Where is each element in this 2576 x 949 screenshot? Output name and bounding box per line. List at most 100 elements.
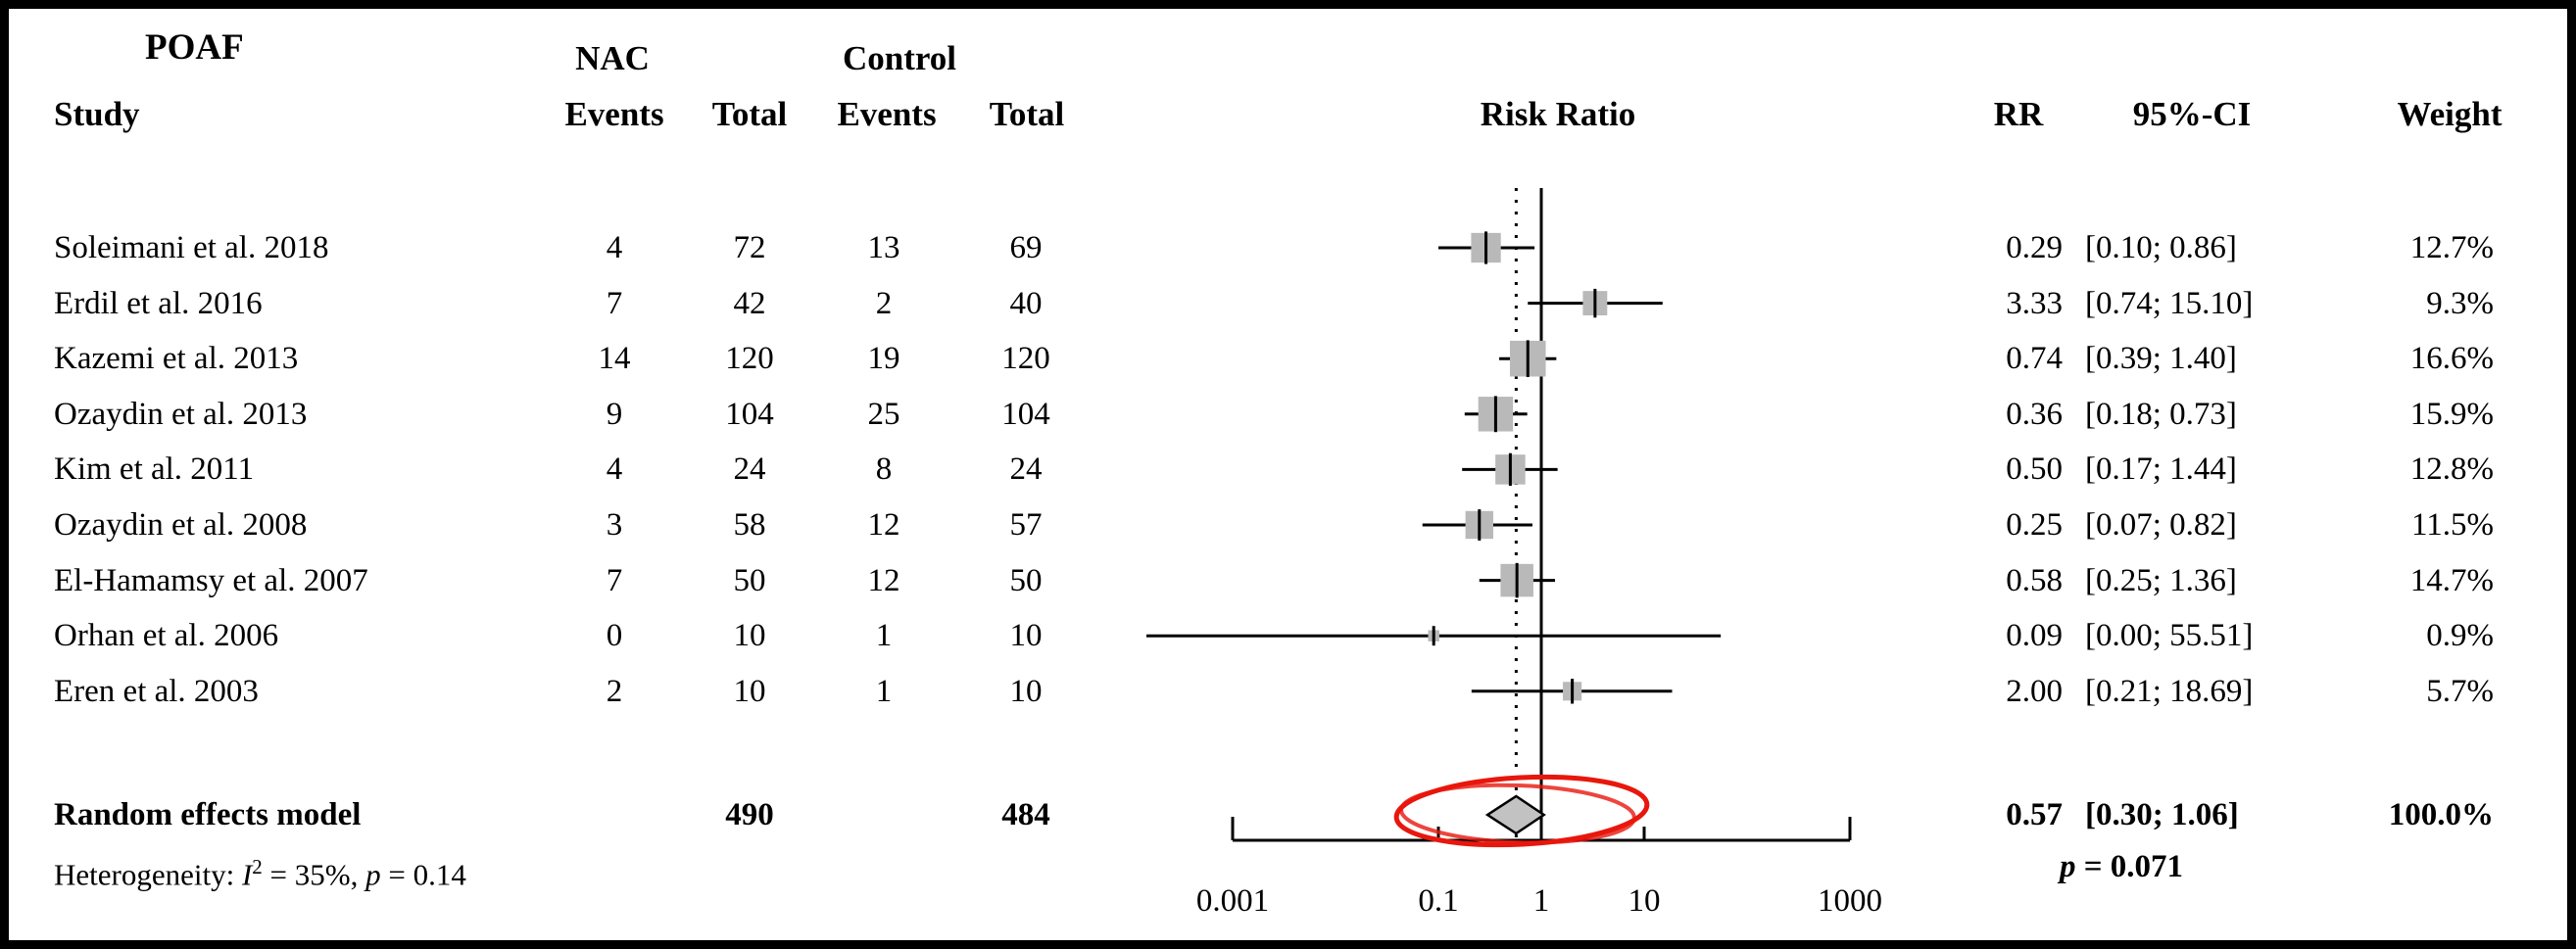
summary-diamond — [1484, 794, 1546, 835]
col-header-events-1: Events — [564, 95, 664, 133]
study-name: El-Hamamsy et al. 2007 — [54, 562, 368, 598]
nac-events: 9 — [606, 396, 623, 432]
summary-row: Random effects model 490 484 0.57 [0.30;… — [0, 787, 2576, 842]
col-header-study: Study — [54, 95, 140, 133]
study-name: Ozaydin et al. 2013 — [54, 396, 308, 432]
x-axis-label: 1000 — [1818, 883, 1882, 919]
col-header-ci: 95%-CI — [2132, 95, 2252, 133]
het-i2-sup: 2 — [252, 855, 263, 878]
col-header-weight: Weight — [2397, 95, 2503, 133]
summary-rr-value: 0.57 — [2006, 797, 2063, 832]
p-label: p — [2059, 849, 2076, 884]
control-total: 50 — [1009, 562, 1043, 598]
nac-total: 104 — [725, 396, 774, 432]
nac-events: 7 — [606, 285, 623, 321]
x-axis-label: 0.1 — [1418, 883, 1459, 919]
summary-nac-total: 490 — [725, 797, 774, 832]
study-name: Ozaydin et al. 2008 — [54, 507, 308, 543]
nac-events: 4 — [606, 451, 623, 488]
study-row: Kazemi et al. 2013 14 120 19 120 0.74 [0… — [0, 331, 2576, 386]
het-i2: I — [241, 857, 253, 892]
het-prefix: Heterogeneity: — [54, 857, 242, 892]
nac-total: 10 — [733, 618, 766, 654]
study-row: Ozaydin et al. 2008 3 58 12 57 0.25 [0.0… — [0, 498, 2576, 552]
rr-value: 0.29 — [2006, 230, 2063, 265]
study-name: Erdil et al. 2016 — [54, 285, 263, 321]
study-row: Soleimani et al. 2018 4 72 13 69 0.29 [0… — [0, 220, 2576, 275]
study-name: Kazemi et al. 2013 — [54, 341, 299, 377]
p-value: = 0.071 — [2075, 849, 2184, 884]
weight-value: 14.7% — [2409, 562, 2494, 598]
control-total: 57 — [1009, 507, 1043, 543]
group1-header: NAC — [575, 39, 650, 77]
study-row: Orhan et al. 2006 0 10 1 10 0.09 [0.00; … — [0, 608, 2576, 663]
study-name: Eren et al. 2003 — [54, 673, 259, 709]
study-name: Soleimani et al. 2018 — [54, 230, 329, 265]
col-header-total-1: Total — [711, 95, 788, 133]
summary-label: Random effects model — [54, 797, 362, 832]
nac-total: 50 — [733, 562, 766, 598]
control-total: 10 — [1009, 673, 1043, 709]
study-row: Kim et al. 2011 4 24 8 24 0.50 [0.17; 1.… — [0, 442, 2576, 497]
study-row: Erdil et al. 2016 7 42 2 40 3.33 [0.74; … — [0, 276, 2576, 331]
x-axis-label: 0.001 — [1195, 883, 1270, 919]
het-mid: = 35%, — [262, 857, 366, 892]
ci-value: [0.74; 15.10] — [2085, 285, 2254, 321]
weight-value: 9.3% — [2426, 285, 2494, 321]
control-events: 8 — [875, 451, 893, 488]
control-events: 2 — [875, 285, 893, 321]
x-axis-label: 1 — [1532, 883, 1550, 919]
rr-value: 3.33 — [2006, 285, 2063, 321]
nac-total: 42 — [733, 285, 766, 321]
pooled-p-value: p = 0.071 — [1999, 843, 2244, 890]
control-total: 120 — [1001, 341, 1050, 377]
summary-control-total: 484 — [1001, 797, 1050, 832]
control-events: 12 — [867, 507, 900, 543]
study-row: Ozaydin et al. 2013 9 104 25 104 0.36 [0… — [0, 387, 2576, 442]
rr-value: 0.25 — [2006, 507, 2063, 543]
group2-header: Control — [842, 39, 957, 77]
col-header-rr: RR — [1993, 95, 2044, 133]
nac-total: 24 — [733, 451, 766, 488]
study-name: Kim et al. 2011 — [54, 451, 255, 488]
red-circle-annotation — [1399, 783, 1636, 845]
control-total: 40 — [1009, 285, 1043, 321]
study-row: Eren et al. 2003 2 10 1 10 2.00 [0.21; 1… — [0, 664, 2576, 719]
plot-title: POAF — [145, 27, 244, 68]
summary-ci-value: [0.30; 1.06] — [2085, 797, 2239, 832]
nac-events: 14 — [598, 341, 631, 377]
nac-events: 7 — [606, 562, 623, 598]
summary-weight-value: 100.0% — [2388, 797, 2494, 832]
weight-value: 11.5% — [2410, 507, 2494, 543]
col-header-events-2: Events — [837, 95, 937, 133]
control-events: 25 — [867, 396, 900, 432]
col-header-total-2: Total — [989, 95, 1065, 133]
nac-events: 3 — [606, 507, 623, 543]
ci-value: [0.25; 1.36] — [2085, 562, 2237, 598]
control-total: 10 — [1009, 618, 1043, 654]
nac-total: 72 — [733, 230, 766, 265]
ci-value: [0.18; 0.73] — [2085, 396, 2237, 432]
ci-value: [0.39; 1.40] — [2085, 341, 2237, 377]
rr-value: 0.09 — [2006, 618, 2063, 654]
study-name: Orhan et al. 2006 — [54, 618, 279, 654]
control-events: 19 — [867, 341, 900, 377]
nac-events: 2 — [606, 673, 623, 709]
nac-total: 10 — [733, 673, 766, 709]
het-p: p — [365, 857, 381, 892]
control-events: 13 — [867, 230, 900, 265]
ci-value: [0.10; 0.86] — [2085, 230, 2237, 265]
ci-value: [0.07; 0.82] — [2085, 507, 2237, 543]
weight-value: 16.6% — [2409, 341, 2494, 377]
rr-value: 0.36 — [2006, 396, 2063, 432]
nac-total: 58 — [733, 507, 766, 543]
het-suffix: = 0.14 — [380, 857, 466, 892]
weight-value: 12.7% — [2409, 230, 2494, 265]
rr-value: 0.50 — [2006, 451, 2063, 488]
ci-value: [0.21; 18.69] — [2085, 673, 2254, 709]
weight-value: 15.9% — [2409, 396, 2494, 432]
control-total: 104 — [1001, 396, 1050, 432]
heterogeneity-note: Heterogeneity: I2 = 35%, p = 0.14 — [54, 843, 466, 898]
ci-value: [0.17; 1.44] — [2085, 451, 2237, 488]
